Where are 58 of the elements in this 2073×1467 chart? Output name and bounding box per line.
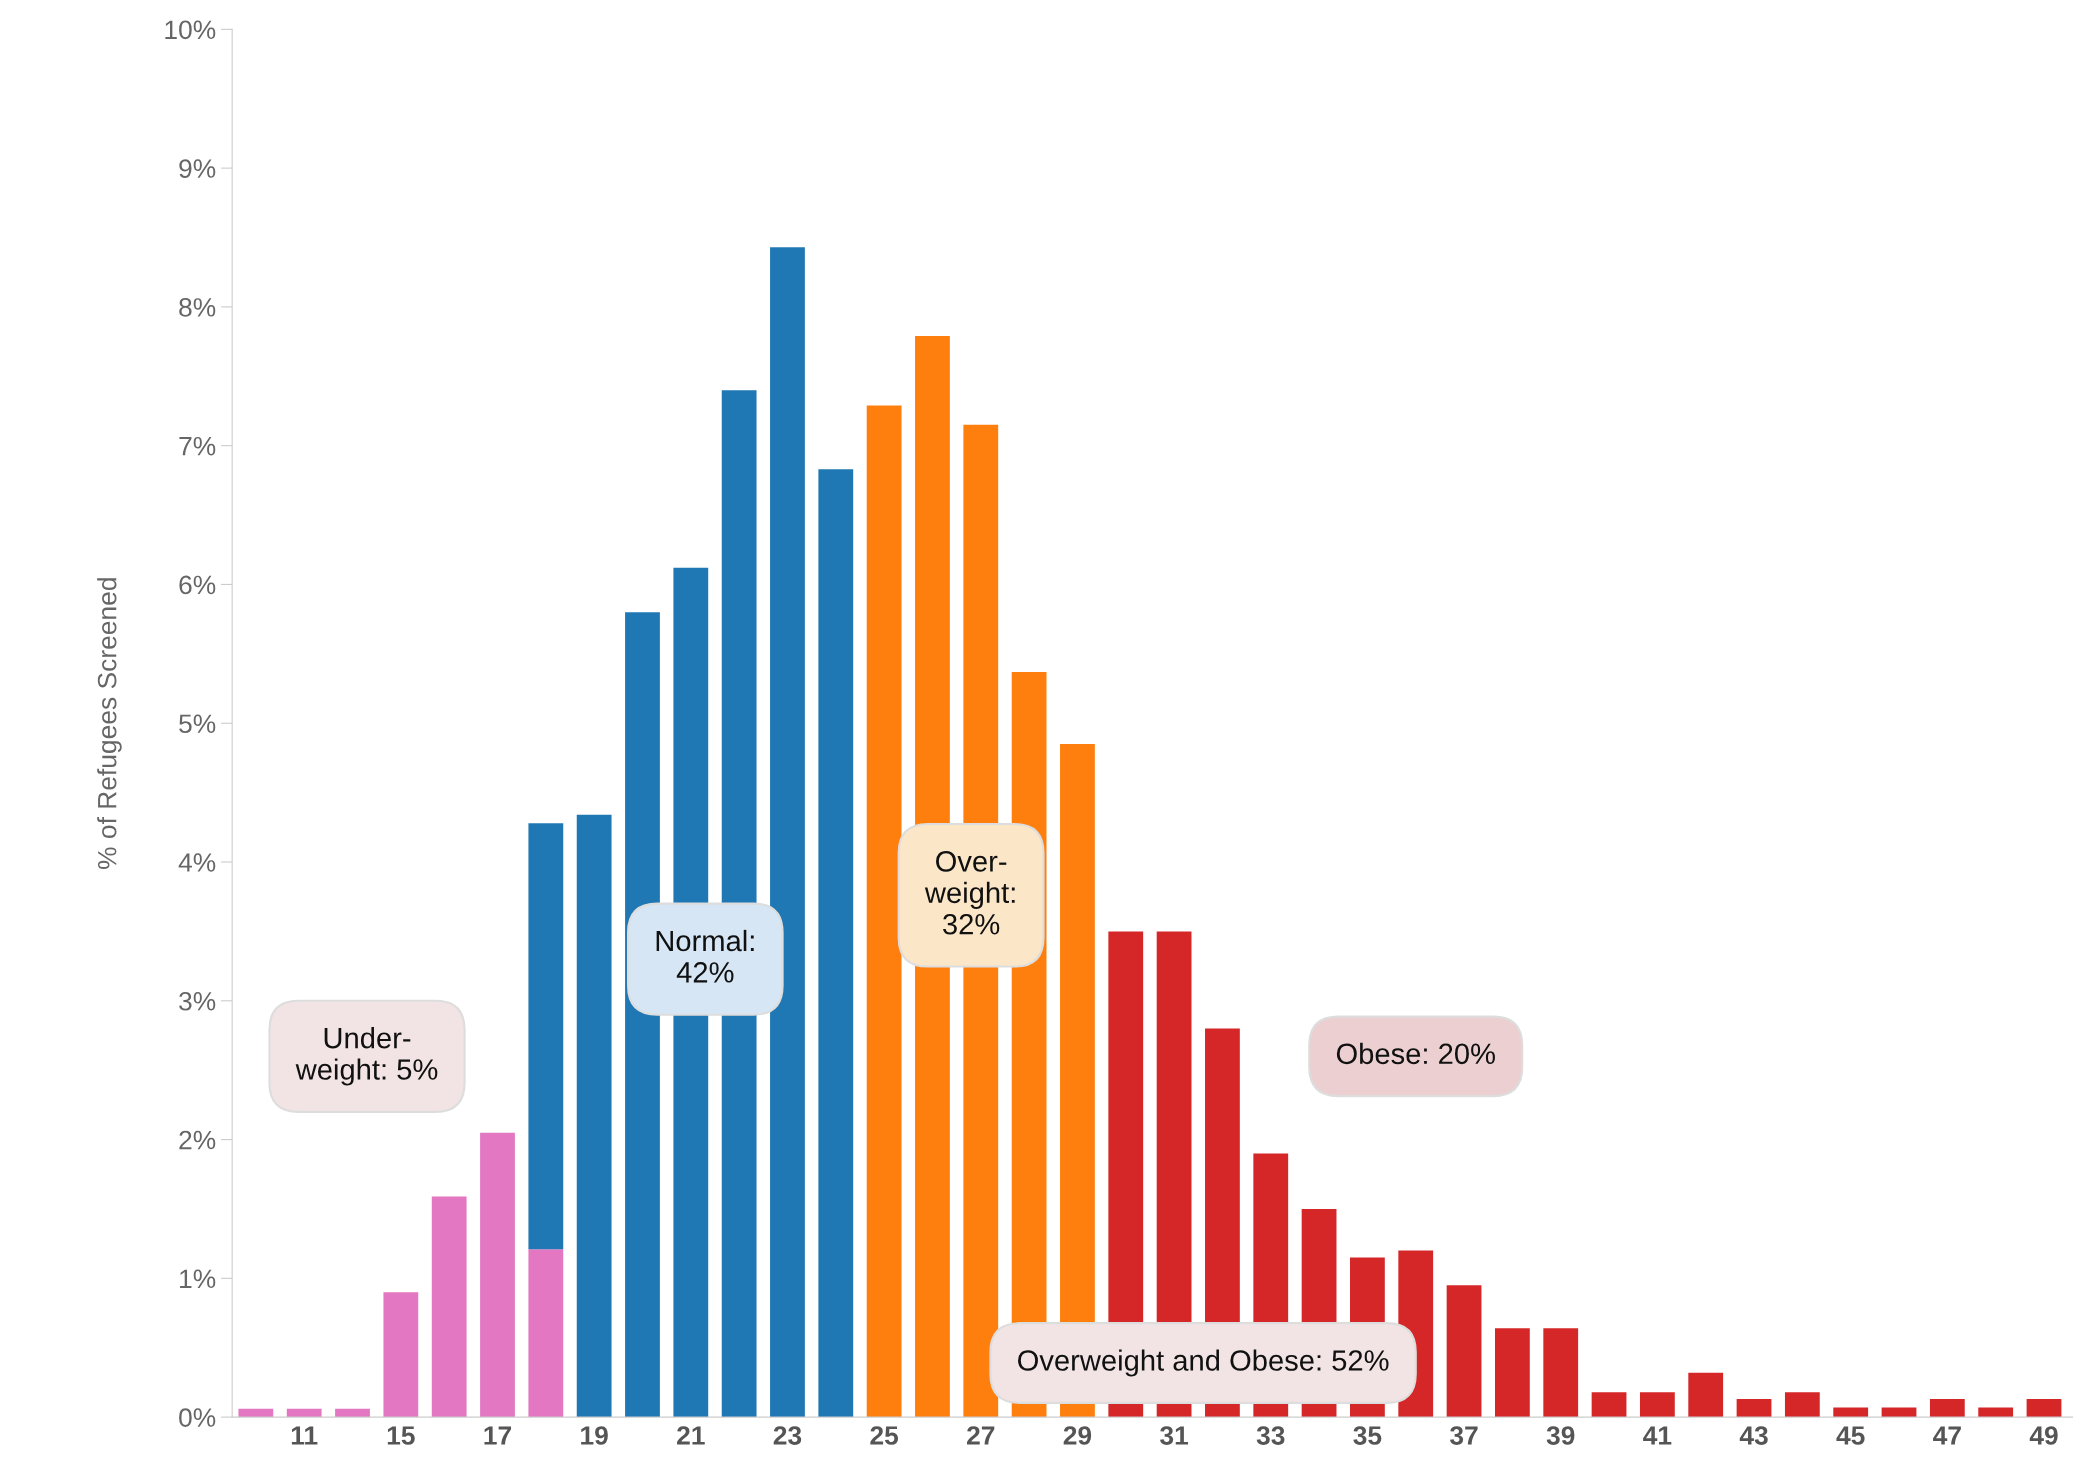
x-tick-label: 37 [1449, 1426, 1478, 1445]
annotation: Over- weight: 32% [924, 851, 1015, 935]
bar [480, 1132, 515, 1418]
x-tick-label: 15 [387, 1426, 415, 1445]
y-tick-label: 0% [179, 1408, 216, 1427]
bar [1639, 1392, 1675, 1418]
annotation: Overweight and Obese: 52% [1018, 1349, 1389, 1377]
bar [1978, 1407, 2014, 1418]
bar [1833, 1407, 1869, 1418]
bar [818, 469, 854, 1418]
x-tick-label: 19 [581, 1426, 608, 1445]
bar [528, 823, 564, 1250]
x-tick-label: 21 [677, 1426, 705, 1445]
y-axis-title: % of Refugees Screened [97, 578, 122, 869]
bar [1929, 1399, 1965, 1418]
bar [383, 1292, 419, 1418]
bar [2026, 1399, 2062, 1418]
y-tick-label: 3% [179, 991, 216, 1011]
x-tick-label: 43 [1739, 1426, 1768, 1445]
bar [576, 814, 612, 1418]
annotation: Normal: 42% [656, 929, 754, 983]
bar [431, 1196, 467, 1418]
x-tick-label: 39 [1546, 1426, 1575, 1445]
bar [1688, 1372, 1724, 1418]
x-tick-label: 41 [1643, 1426, 1672, 1445]
bar [1446, 1285, 1482, 1418]
x-tick-label: 23 [773, 1426, 802, 1445]
bar [1494, 1328, 1530, 1418]
bar [1784, 1392, 1820, 1418]
x-tick-label: 11 [291, 1426, 318, 1445]
y-tick-label: 2% [179, 1130, 216, 1150]
y-tick-label: 10% [165, 20, 216, 40]
annotation: Under- weight: 5% [295, 1027, 438, 1086]
y-tick-label: 9% [179, 159, 216, 178]
y-tick-label: 1% [180, 1269, 216, 1289]
y-tick-label: 7% [179, 436, 216, 456]
x-tick-label: 17 [484, 1426, 512, 1445]
x-tick-label: 27 [967, 1426, 995, 1445]
bar [1736, 1399, 1772, 1418]
x-tick-label: 25 [870, 1426, 899, 1445]
bar [866, 405, 902, 1418]
bar [1881, 1407, 1917, 1418]
x-tick-label: 49 [2029, 1426, 2058, 1445]
x-tick-label: 33 [1256, 1426, 1285, 1445]
x-tick-label: 29 [1063, 1426, 1092, 1445]
y-tick-label: 4% [178, 853, 216, 872]
x-tick-label: 31 [1160, 1426, 1189, 1445]
bar [528, 1249, 564, 1418]
y-tick-label: 6% [179, 575, 216, 595]
x-tick-label: 45 [1836, 1426, 1865, 1445]
y-tick-label: 5% [179, 714, 216, 734]
bar [1591, 1392, 1627, 1418]
x-tick-label: 47 [1933, 1426, 1961, 1445]
bar [1543, 1328, 1579, 1418]
x-tick-label: 35 [1353, 1426, 1382, 1445]
y-tick-label: 8% [179, 298, 216, 317]
bar [770, 247, 805, 1418]
annotation: Obese: 20% [1336, 1042, 1495, 1065]
